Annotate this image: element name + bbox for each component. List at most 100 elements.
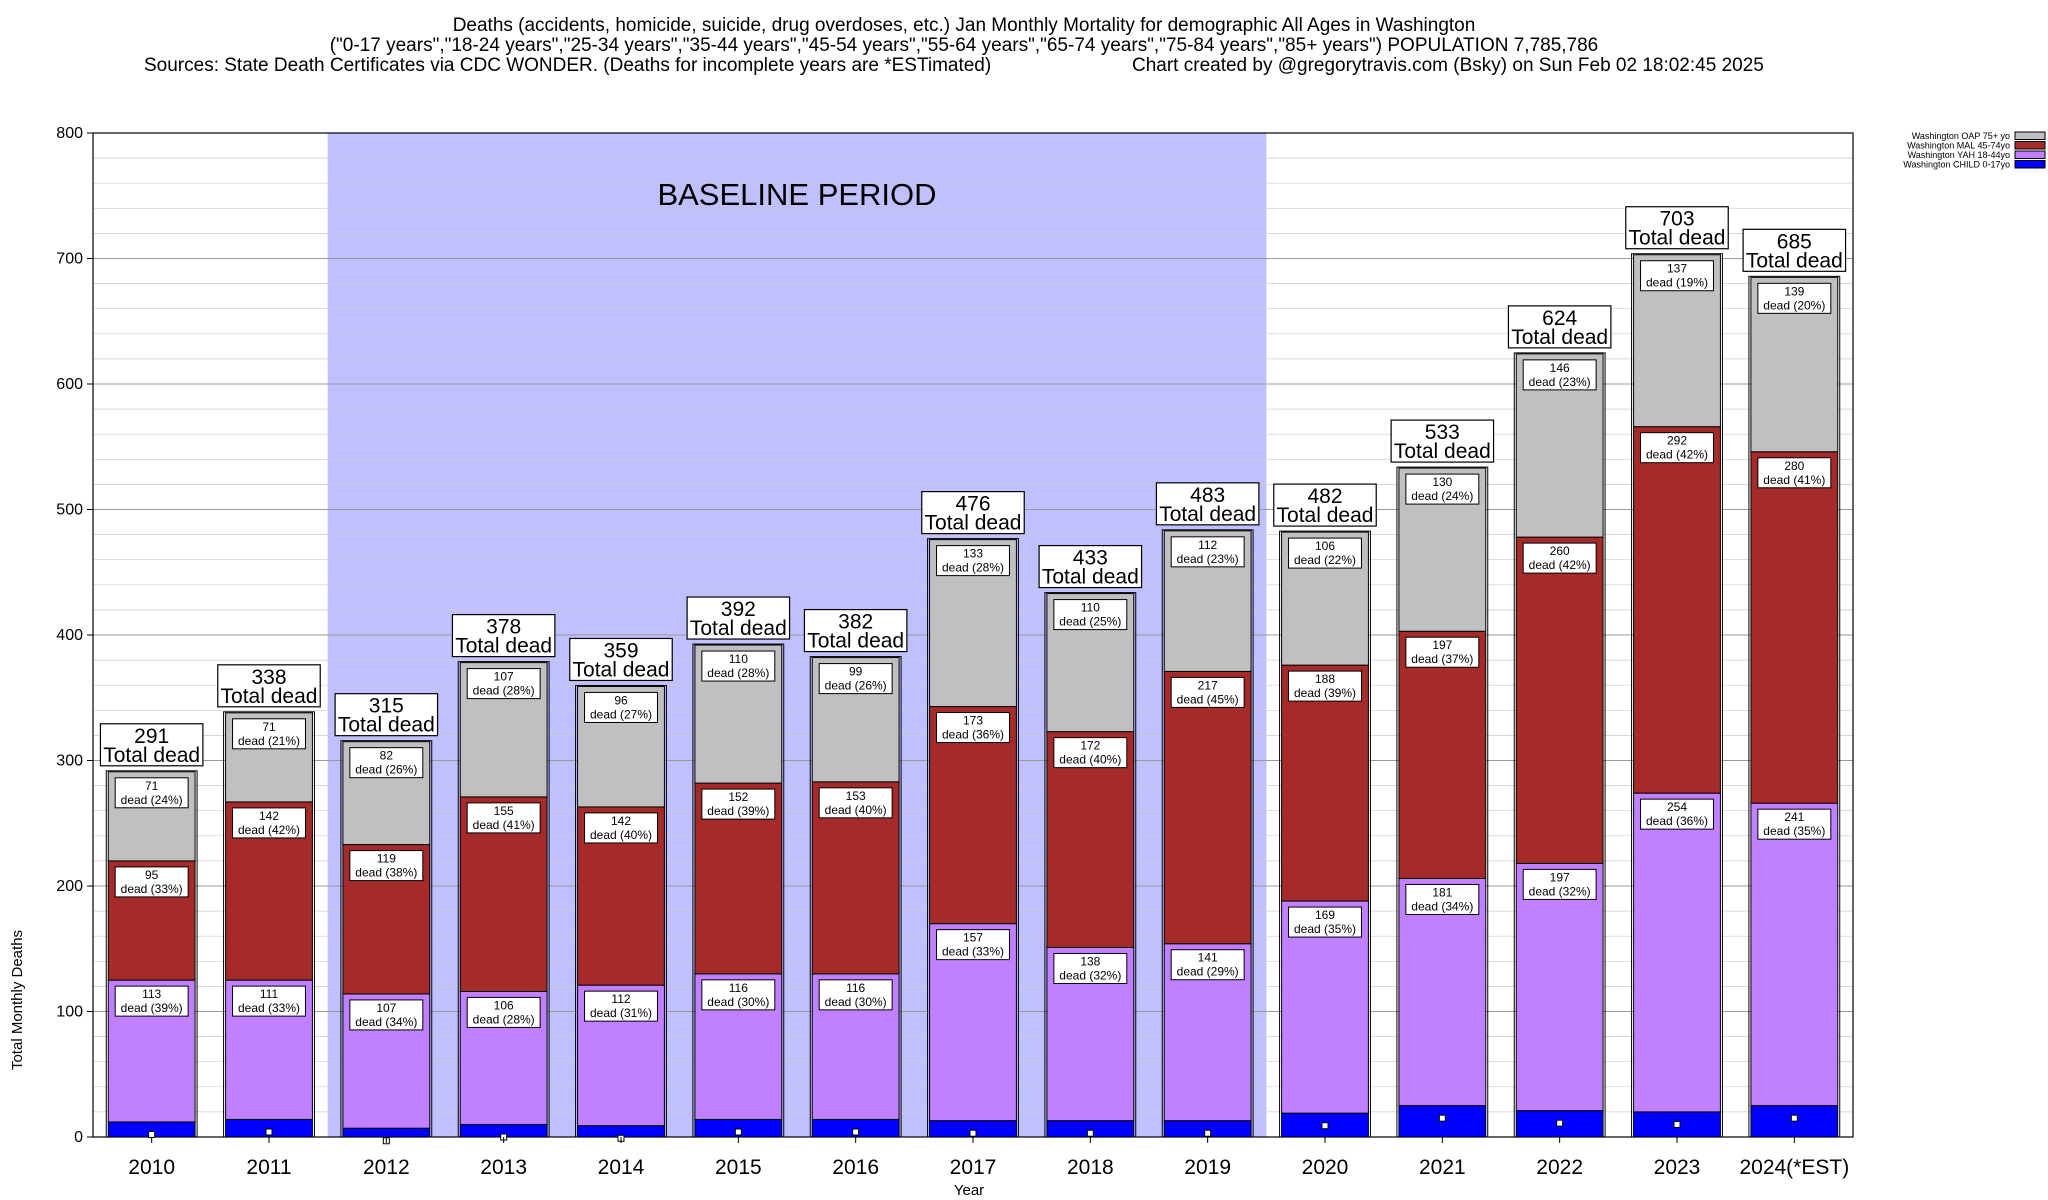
segment-value-label: 260 [1550, 544, 1570, 558]
segment-label-box [584, 990, 658, 1022]
segment-value-label: 280 [1784, 459, 1804, 473]
segment-label-box [701, 788, 776, 820]
total-value-label: 533 [1425, 421, 1460, 444]
segment-percent-label: dead (29%) [1177, 965, 1239, 979]
y-tick-label: 700 [56, 251, 83, 268]
child-marker [1790, 1114, 1798, 1122]
segment-value-label: 157 [963, 931, 983, 945]
total-suffix-label: Total dead [1746, 249, 1843, 272]
child-marker [969, 1129, 977, 1137]
x-tick-label: 2017 [950, 1156, 997, 1179]
x-axis-label: Year [954, 1182, 984, 1199]
x-tick-label: 2023 [1654, 1156, 1701, 1179]
legend-entry-label: Washington YAH 18-44yo [1908, 150, 2010, 160]
segment-percent-label: dead (20%) [1763, 298, 1825, 312]
legend-entry-label: Washington CHILD 0-17yo [1903, 160, 2010, 170]
segment-label-box [1640, 798, 1714, 830]
total-label-box [1625, 206, 1729, 250]
segment-value-label: 152 [728, 790, 748, 804]
chart-title-line-1: Deaths (accidents, homicide, suicide, dr… [453, 15, 1476, 36]
y-tick-label: 800 [56, 125, 83, 142]
bar-segment [1515, 536, 1604, 864]
segment-value-label: 113 [142, 987, 161, 1001]
y-tick-label: 0 [74, 1129, 83, 1146]
total-label-box [99, 723, 204, 767]
segment-label-box [349, 850, 424, 882]
total-label-box [1742, 228, 1847, 272]
total-label-box [1155, 482, 1260, 526]
total-value-label: 433 [1073, 547, 1108, 570]
y-tick-label: 400 [56, 627, 83, 644]
segment-percent-label: dead (41%) [1763, 473, 1825, 487]
segment-label-box [584, 812, 658, 844]
segment-percent-label: dead (39%) [1294, 686, 1356, 700]
x-tick-label: 2010 [128, 1156, 175, 1179]
total-value-label: 483 [1190, 484, 1225, 507]
segment-value-label: 99 [849, 665, 863, 679]
x-tick-label: 2022 [1536, 1156, 1583, 1179]
segment-label-box [114, 985, 189, 1017]
segment-label-box [1522, 542, 1597, 574]
segment-label-box [349, 747, 424, 779]
segment-value-label: 254 [1667, 800, 1687, 814]
child-marker [1438, 1114, 1446, 1122]
segment-percent-label: dead (31%) [590, 1006, 652, 1020]
segment-value-label: 141 [1198, 951, 1218, 965]
x-tick-label: 2020 [1302, 1156, 1349, 1179]
bar-segment [1750, 802, 1839, 1107]
segment-label-box [1405, 636, 1480, 668]
segment-percent-label: dead (45%) [1177, 692, 1239, 706]
segment-label-box [1288, 906, 1362, 938]
child-marker [265, 1128, 273, 1136]
segment-percent-label: dead (27%) [590, 707, 652, 721]
total-value-label: 392 [721, 598, 756, 621]
bar-segment [1633, 426, 1721, 794]
bar-segment [1750, 451, 1839, 804]
segment-percent-label: dead (30%) [825, 995, 887, 1009]
segment-label-box [1053, 599, 1128, 631]
segment-label-box [818, 979, 893, 1011]
segment-percent-label: dead (42%) [1646, 448, 1708, 462]
segment-value-label: 173 [963, 714, 983, 728]
segment-percent-label: dead (26%) [825, 679, 887, 693]
segment-label-box [466, 996, 541, 1028]
segment-value-label: 137 [1667, 262, 1687, 276]
segment-value-label: 142 [259, 809, 279, 823]
x-tick-label: 2015 [715, 1156, 762, 1179]
total-suffix-label: Total dead [1042, 566, 1139, 589]
y-tick-label: 600 [56, 376, 83, 393]
segment-value-label: 82 [380, 749, 394, 763]
segment-percent-label: dead (38%) [355, 866, 417, 880]
segment-percent-label: dead (39%) [707, 804, 769, 818]
child-marker [1673, 1120, 1681, 1128]
bar-segment [1163, 670, 1252, 945]
segment-value-label: 172 [1080, 739, 1100, 753]
x-tick-label: 2021 [1419, 1156, 1466, 1179]
total-value-label: 315 [369, 695, 404, 718]
legend-swatch [2014, 141, 2046, 150]
segment-label-box [1405, 883, 1480, 915]
bar-segment [1398, 877, 1487, 1107]
segment-label-box [466, 802, 541, 834]
child-marker [1556, 1119, 1564, 1127]
x-tick-label: 2016 [832, 1156, 879, 1179]
y-tick-label: 200 [56, 878, 83, 895]
total-label-box [1273, 483, 1377, 527]
total-suffix-label: Total dead [1277, 504, 1374, 527]
segment-label-box [1170, 676, 1245, 708]
segment-label-box [1640, 432, 1714, 464]
legend-swatch [2014, 131, 2046, 140]
legend-swatch [2014, 150, 2046, 159]
total-suffix-label: Total dead [925, 512, 1022, 535]
segment-value-label: 106 [1315, 539, 1335, 553]
total-suffix-label: Total dead [455, 635, 552, 658]
total-label-box [451, 614, 556, 658]
child-marker [148, 1130, 156, 1138]
segment-value-label: 116 [729, 981, 748, 995]
bar-segment [1281, 664, 1369, 902]
child-marker [1086, 1129, 1094, 1137]
segment-value-label: 107 [494, 670, 514, 684]
legend-entry-label: Washington MAL 45-74yo [1907, 141, 2010, 151]
total-label-box [334, 693, 439, 737]
